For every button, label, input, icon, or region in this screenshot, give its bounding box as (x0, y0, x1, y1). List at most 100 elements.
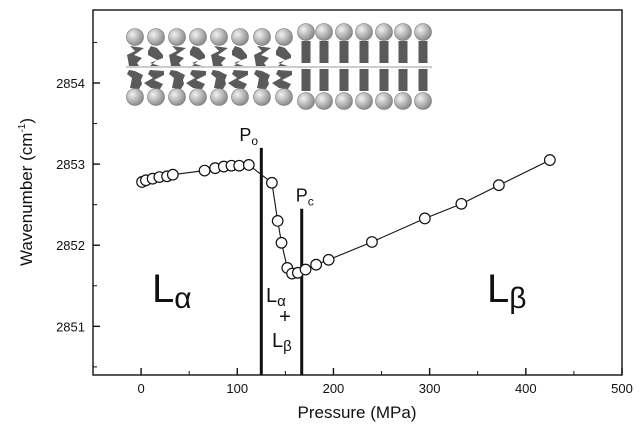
x-tick-label: 400 (515, 381, 537, 396)
lipid-tail-disordered (211, 70, 227, 89)
lipid-headgroup (189, 28, 207, 46)
lipid-tail (398, 41, 408, 63)
data-point (271, 214, 284, 227)
lipid-headgroup (189, 88, 207, 106)
phase-boundary-label: Pc (296, 186, 314, 209)
y-tick-label: 2852 (56, 238, 85, 253)
phase-boundary-label: Po (239, 125, 258, 148)
lipid-tail (301, 41, 311, 63)
lipid-tail-disordered (127, 70, 143, 89)
lipid-headgroup (168, 28, 186, 46)
plot-frame (92, 9, 623, 376)
lipid-tail (301, 69, 311, 91)
x-tick-label: 500 (611, 381, 633, 396)
lipid-tail-disordered (211, 46, 228, 66)
data-point (242, 159, 255, 171)
lipid-headgroup (231, 88, 249, 106)
data-point (543, 154, 556, 166)
lipid-headgroup (275, 88, 293, 106)
lipid-headgroup (147, 28, 165, 46)
lipid-headgroup (210, 88, 228, 106)
lipid-tail (339, 41, 349, 63)
lipid-tail-disordered (144, 70, 164, 89)
lipid-tail-disordered (254, 70, 270, 89)
y-tick-label: 2853 (56, 157, 85, 172)
data-point (275, 236, 288, 249)
lipid-tail-disordered (127, 46, 144, 66)
phase-boundaries: Po Pc (239, 125, 314, 375)
data-point (198, 164, 211, 177)
lipid-tail-disordered (232, 46, 247, 66)
lipid-tail-disordered (190, 46, 205, 66)
lipid-headgroup (335, 23, 353, 41)
data-point (322, 253, 335, 266)
lipid-tail (339, 69, 349, 91)
data-point (492, 179, 505, 192)
lipid-tail-disordered (228, 70, 248, 89)
y-axis-title: Wavenumber (cm-1) (17, 118, 36, 266)
alpha-phase-label: Lα (152, 267, 192, 315)
lipid-headgroup (394, 92, 412, 110)
lipid-headgroup (126, 88, 144, 106)
lipid-headgroup (335, 92, 353, 110)
y-tick-label: 2851 (56, 319, 85, 334)
lipid-tail-disordered (254, 46, 271, 66)
lipid-tail (359, 69, 369, 91)
x-axis-title: Pressure (MPa) (297, 403, 416, 422)
lipid-headgroup (315, 92, 333, 110)
lipid-tail-disordered (169, 70, 185, 89)
lipid-headgroup (210, 28, 228, 46)
data-point (299, 263, 312, 276)
lipid-tail (379, 69, 389, 91)
x-tick-label: 300 (419, 381, 441, 396)
tick-labels: 0 100 200 300 400 500 2851 2852 2853 2854 (56, 76, 633, 396)
mixed-phase-bottom-label: Lβ (272, 330, 292, 355)
lipid-headgroup (414, 23, 432, 41)
lipid-headgroup (355, 92, 373, 110)
lipid-tail (398, 69, 408, 91)
mixed-phase-plus: + (279, 306, 291, 328)
y-tick-label: 2854 (56, 76, 85, 91)
lipid-headgroup (297, 23, 315, 41)
x-tick-label: 200 (323, 381, 345, 396)
beta-phase-label: Lβ (487, 267, 527, 315)
data-series (136, 154, 556, 280)
lipid-tail (379, 41, 389, 63)
data-point (366, 236, 378, 248)
lipid-tail (319, 41, 329, 63)
lipid-headgroup (126, 28, 144, 46)
lipid-headgroup (168, 88, 186, 106)
lipid-tail-disordered (276, 46, 291, 66)
lipid-headgroup (414, 92, 432, 110)
x-tick-label: 100 (226, 381, 248, 396)
series-line (141, 159, 551, 275)
data-point (166, 168, 179, 181)
lipid-tail (418, 41, 428, 63)
lipid-headgroup (147, 88, 165, 106)
lipid-headgroup (231, 28, 249, 46)
lipid-headgroup (297, 92, 315, 110)
lipid-tail (418, 69, 428, 91)
lipid-tail-disordered (186, 70, 206, 89)
lipid-headgroup (355, 23, 373, 41)
lipid-tail-disordered (169, 46, 186, 66)
lipid-headgroup (253, 88, 271, 106)
lipid-headgroup (394, 23, 412, 41)
lipid-headgroup (315, 23, 333, 41)
lipid-tail-disordered (272, 70, 292, 89)
lipid-headgroup (375, 92, 393, 110)
mixed-phase-top-label: Lα (266, 285, 286, 310)
lipid-tail-disordered (148, 46, 163, 66)
lipid-headgroup (275, 28, 293, 46)
lipid-tail (359, 41, 369, 63)
lipid-headgroup (253, 28, 271, 46)
lipid-tail (319, 69, 329, 91)
lipid-headgroup (375, 23, 393, 41)
data-point (418, 212, 431, 225)
axis-ticks (92, 41, 623, 375)
data-point (455, 197, 468, 210)
x-tick-label: 0 (137, 381, 144, 396)
data-point (265, 176, 278, 189)
data-point (233, 159, 246, 172)
